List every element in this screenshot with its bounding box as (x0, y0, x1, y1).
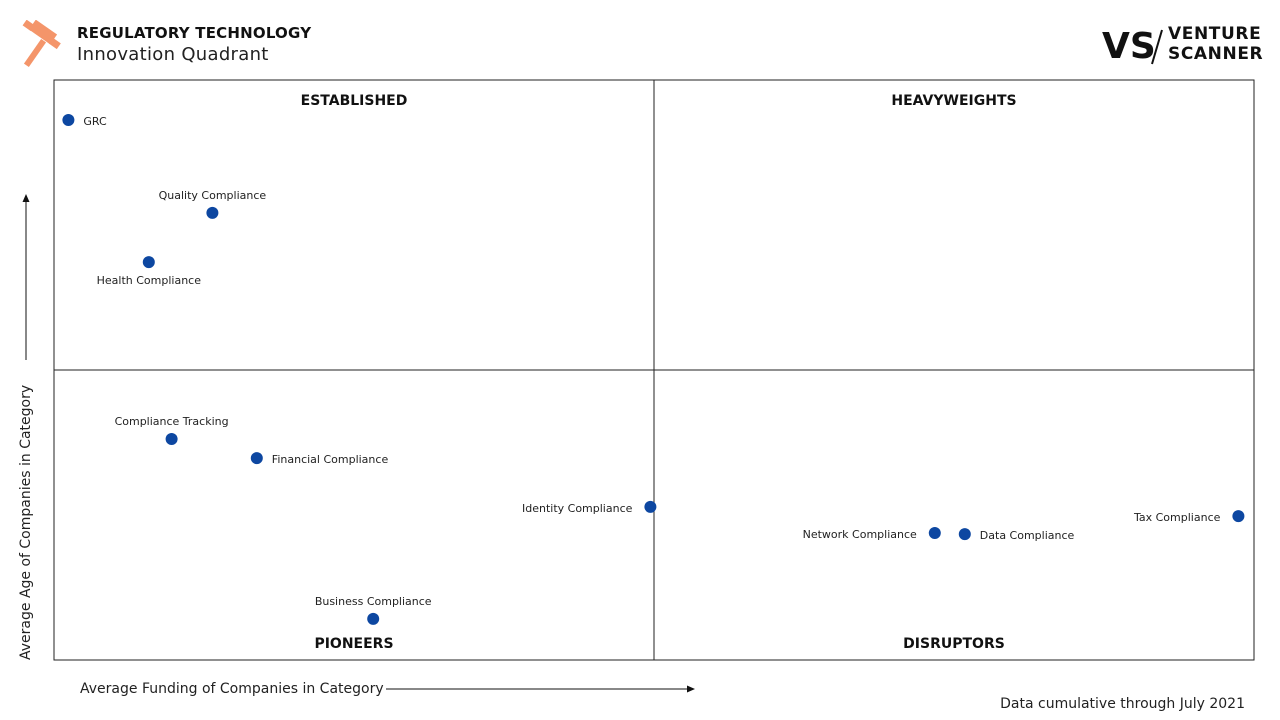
point-network-compliance (928, 526, 941, 539)
point-health-compliance (142, 256, 155, 269)
point-tax-compliance (1232, 510, 1245, 523)
point-label-business-compliance: Business Compliance (315, 595, 432, 608)
quadrant-label-pioneers: PIONEERS (314, 636, 393, 652)
point-identity-compliance (644, 500, 657, 513)
quadrant-label-heavyweights: HEAVYWEIGHTS (891, 93, 1016, 109)
gavel-icon (22, 20, 61, 68)
point-compliance-tracking (165, 433, 178, 446)
brand-logo: VS VENTURE SCANNER (1102, 24, 1264, 66)
point-label-network-compliance: Network Compliance (803, 528, 917, 541)
quadrant-label-established: ESTABLISHED (301, 93, 408, 109)
point-label-financial-compliance: Financial Compliance (272, 453, 389, 466)
point-label-compliance-tracking: Compliance Tracking (115, 415, 229, 428)
point-business-compliance (367, 612, 380, 625)
point-label-quality-compliance: Quality Compliance (159, 189, 267, 202)
point-quality-compliance (206, 206, 219, 219)
point-data-compliance (958, 528, 971, 541)
page-subtitle: Innovation Quadrant (77, 44, 269, 65)
points-layer: GRC Quality Compliance Health Compliance Co… (62, 114, 1245, 625)
point-label-data-compliance: Data Compliance (980, 529, 1075, 542)
point-label-grc: GRC (83, 115, 107, 128)
brand-line-2: SCANNER (1168, 44, 1264, 64)
brand-mark: VS (1102, 26, 1156, 66)
point-financial-compliance (250, 452, 263, 465)
quadrant-label-disruptors: DISRUPTORS (903, 636, 1005, 652)
x-axis-arrow-head (687, 685, 695, 693)
point-label-health-compliance: Health Compliance (97, 274, 202, 287)
page-title: REGULATORY TECHNOLOGY (77, 24, 312, 42)
footnote: Data cumulative through July 2021 (1000, 696, 1245, 712)
point-label-tax-compliance: Tax Compliance (1133, 511, 1221, 524)
y-axis-label: Average Age of Companies in Category (18, 384, 34, 660)
point-grc (62, 114, 75, 127)
brand-line-1: VENTURE (1168, 24, 1262, 44)
x-axis-label: Average Funding of Companies in Category (80, 681, 384, 697)
y-axis-arrow-head (22, 194, 30, 202)
brand-mark-icon: VS (1102, 26, 1163, 66)
point-label-identity-compliance: Identity Compliance (522, 502, 633, 515)
